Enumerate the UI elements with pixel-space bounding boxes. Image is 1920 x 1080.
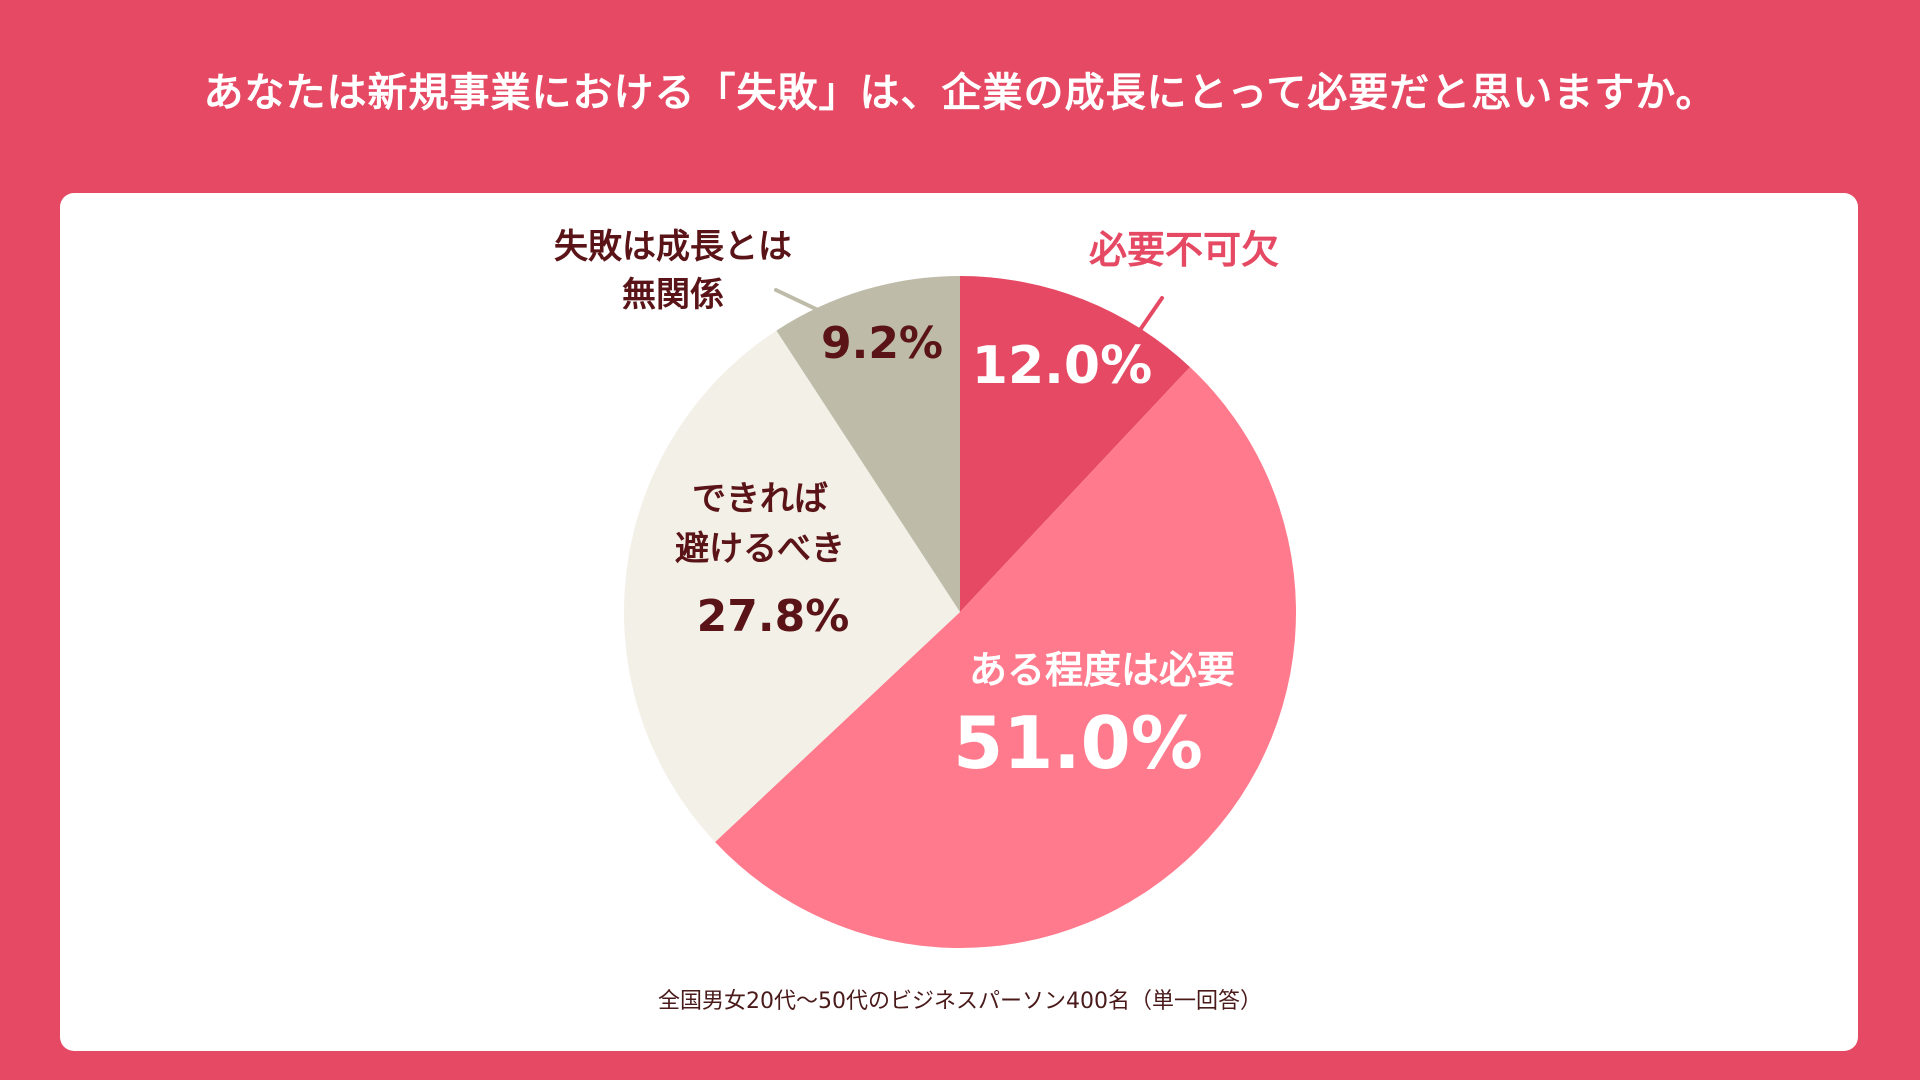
pie-slice-4 (776, 276, 960, 612)
slice-label-2: ある程度は必要 (969, 648, 1235, 692)
slice-value-3: 27.8% (697, 591, 850, 642)
slice-value-4: 9.2% (821, 318, 943, 369)
slice-label-1: 必要不可欠 (1089, 228, 1279, 272)
footnote: 全国男女20代〜50代のビジネスパーソン400名（単一回答） (658, 989, 1262, 1014)
pie-slice-3 (624, 330, 960, 843)
slice-label-4: 失敗は成長とは無関係 (554, 227, 792, 315)
slice-label-line: 必要不可欠 (1089, 228, 1279, 272)
slice-value-1: 12.0% (972, 336, 1152, 396)
chart-title: あなたは新規事業における「失敗」は、企業の成長にとって必要だと思いますか。 (203, 70, 1717, 116)
pie-slice-1 (960, 276, 1191, 612)
leader-line-2 (774, 288, 820, 312)
slice-label-line: 避けるべき (675, 529, 845, 569)
pie-slice-2 (715, 367, 1297, 949)
slice-value-2: 51.0% (953, 701, 1203, 785)
slice-label-line: 無関係 (622, 275, 724, 315)
slice-label-line: ある程度は必要 (969, 648, 1235, 692)
slice-label-3: できれば避けるべき (675, 479, 845, 569)
slice-label-line: できれば (692, 479, 828, 519)
slice-label-line: 失敗は成長とは (554, 227, 792, 267)
leader-line-1 (1138, 296, 1164, 332)
